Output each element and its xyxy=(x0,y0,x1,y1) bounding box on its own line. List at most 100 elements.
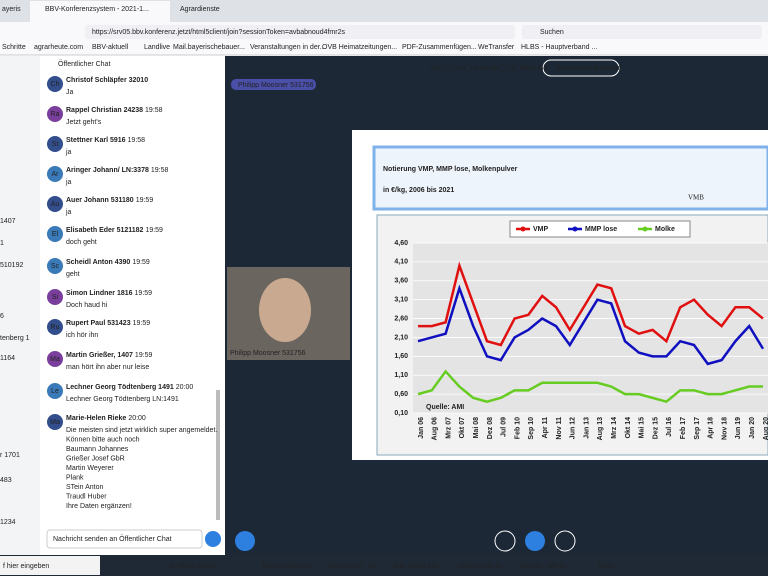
participant: r 1701 xyxy=(0,452,20,459)
chat-input[interactable] xyxy=(46,529,203,549)
message-text: man hört ihn aber nur leise xyxy=(66,364,149,371)
participant: 6 xyxy=(0,313,4,320)
avatar xyxy=(47,76,63,92)
x-tick-label: Mrz 07 xyxy=(445,417,452,439)
search-box[interactable] xyxy=(522,25,762,39)
message-time: 19:59 xyxy=(136,197,154,204)
x-tick-label: Jun 19 xyxy=(735,417,742,439)
sender-name: Lechner Georg Tödtenberg 1491 xyxy=(66,384,174,391)
message-text: Die meisten sind jetzt wirklich super an… xyxy=(66,427,217,434)
taskbar-item[interactable]: Access - MEG-... xyxy=(520,563,573,570)
camera-button[interactable] xyxy=(554,530,576,552)
avatar-initials: Ar xyxy=(52,171,60,178)
sender-name: Elisabeth Eder 5121182 xyxy=(66,227,144,234)
taskbar-item[interactable]: K:\MEG Rosen... xyxy=(170,563,223,570)
x-tick-label: Feb 17 xyxy=(680,417,687,439)
send-button[interactable] xyxy=(205,531,221,547)
message-text: ja xyxy=(65,179,72,186)
chat-input-placeholder[interactable]: Nachricht senden an Öffentlicher Chat xyxy=(53,535,172,543)
taskbar-search[interactable] xyxy=(0,556,100,575)
x-tick-label: Aug 06 xyxy=(432,417,439,440)
taskbar-search-text[interactable]: f hier eingeben xyxy=(3,563,49,570)
avatar xyxy=(47,136,63,152)
message-time: 20:00 xyxy=(176,384,194,391)
y-tick-label: 3,60 xyxy=(394,278,408,285)
record-button[interactable] xyxy=(542,59,620,77)
audio-button[interactable] xyxy=(525,531,545,551)
bookmark[interactable]: OVB Heimatzeitungen... xyxy=(322,44,397,51)
taskbar-item[interactable]: 2021-12-01_19... xyxy=(328,563,381,570)
avatar-initials: Ch xyxy=(51,81,60,88)
taskbar-item[interactable]: Dokument1 [K... xyxy=(458,563,508,570)
slide-title-box xyxy=(372,145,768,211)
x-tick-label: Aug 13 xyxy=(597,417,604,440)
message-time: 19:59 xyxy=(133,320,151,327)
avatar xyxy=(47,351,63,367)
y-tick-label: 4,60 xyxy=(394,240,408,247)
presenter-name: Philipp Moosner 531756 xyxy=(238,82,314,89)
x-tick-label: Sep 17 xyxy=(694,417,701,440)
y-tick-label: 2,60 xyxy=(394,315,408,322)
y-tick-label: 1,60 xyxy=(394,353,408,360)
avatar xyxy=(47,319,63,335)
message-text: Martin Weyerer xyxy=(66,465,114,472)
taskbar-item[interactable]: BBV-Konferenz... xyxy=(262,563,316,570)
legend-marker xyxy=(642,226,648,232)
message-time: 19:58 xyxy=(151,167,169,174)
sender-name: Aringer Johann/ LN:3378 xyxy=(66,167,149,174)
bookmark[interactable]: Veranstaltungen in der... xyxy=(250,44,326,51)
video-label: Philipp Moosner 531756 xyxy=(230,350,306,357)
url-box[interactable] xyxy=(85,25,515,39)
legend-label: Molke xyxy=(655,226,675,233)
y-tick-label: 3,10 xyxy=(394,297,408,304)
message-text: Können bitte auch noch xyxy=(66,436,140,443)
taskbar-item[interactable]: IBM Notes Mai... xyxy=(393,563,445,570)
message-text: Doch haud hi xyxy=(66,302,108,309)
bookmark[interactable]: HLBS - Hauptverband ... xyxy=(521,44,597,51)
x-tick-label: Mrz 14 xyxy=(611,417,618,439)
x-tick-label: Nov 18 xyxy=(721,417,728,440)
sender-name: Scheidl Anton 4390 xyxy=(66,259,130,266)
legend-marker xyxy=(572,226,578,232)
message-time: 20:00 xyxy=(128,415,146,422)
bookmark[interactable]: Landlive xyxy=(144,44,170,51)
message-text: Plank xyxy=(66,474,84,481)
bookmark[interactable]: Schritte xyxy=(2,44,26,51)
sender-name: Marie-Helen Rieke xyxy=(66,415,126,422)
x-tick-label: Jan 06 xyxy=(418,417,425,439)
record-label[interactable]: Aufzeichnung starten xyxy=(556,65,622,72)
tab-label[interactable]: ayeris xyxy=(2,6,21,13)
mic-button[interactable] xyxy=(494,530,516,552)
avatar-initials: Ma xyxy=(50,419,60,426)
y-tick-label: 4,10 xyxy=(394,259,408,266)
tab-label[interactable]: Agrardienste xyxy=(180,6,220,13)
sender-name: Christof Schläpfer 32010 xyxy=(66,77,148,84)
bookmark[interactable]: agrarheute.com xyxy=(34,44,83,51)
search[interactable]: Suchen xyxy=(540,29,564,36)
tab-label[interactable]: BBV-Konferenzsystem - 2021-1... xyxy=(45,6,149,13)
x-tick-label: Mai 08 xyxy=(473,417,480,439)
taskbar-item[interactable]: Reg... xyxy=(598,563,617,570)
series-line xyxy=(418,261,764,347)
active-tab[interactable] xyxy=(30,1,170,22)
slide-logo: VMB xyxy=(688,194,704,202)
x-tick-label: Dez 15 xyxy=(652,417,659,439)
x-tick-label: Jan 13 xyxy=(583,417,590,439)
avatar-initials: Le xyxy=(51,388,59,395)
bookmark[interactable]: BBV-aktuell xyxy=(92,44,129,51)
url[interactable]: https://srv05.bbv.konferenz.jetzt/html5c… xyxy=(92,29,345,36)
bookmark[interactable]: PDF-Zusammenfügen... xyxy=(402,44,477,51)
bookmark[interactable]: WeTransfer xyxy=(478,44,515,51)
message-text: Lechner Georg Tödtenberg LN:1491 xyxy=(66,396,179,403)
avatar-initials: Au xyxy=(51,201,60,208)
avatar-initials: St xyxy=(52,141,59,148)
x-tick-label: Feb 10 xyxy=(514,417,521,439)
message-time: 19:59 xyxy=(145,227,163,234)
message-text: Jetzt geht's xyxy=(66,119,102,126)
y-tick-label: 0,10 xyxy=(394,410,408,417)
bookmark[interactable]: Mail.bayerischebauer... xyxy=(173,44,245,51)
actions-button[interactable] xyxy=(235,531,255,551)
chat-title: Öffentlicher Chat xyxy=(58,60,110,68)
video-person xyxy=(259,278,311,342)
